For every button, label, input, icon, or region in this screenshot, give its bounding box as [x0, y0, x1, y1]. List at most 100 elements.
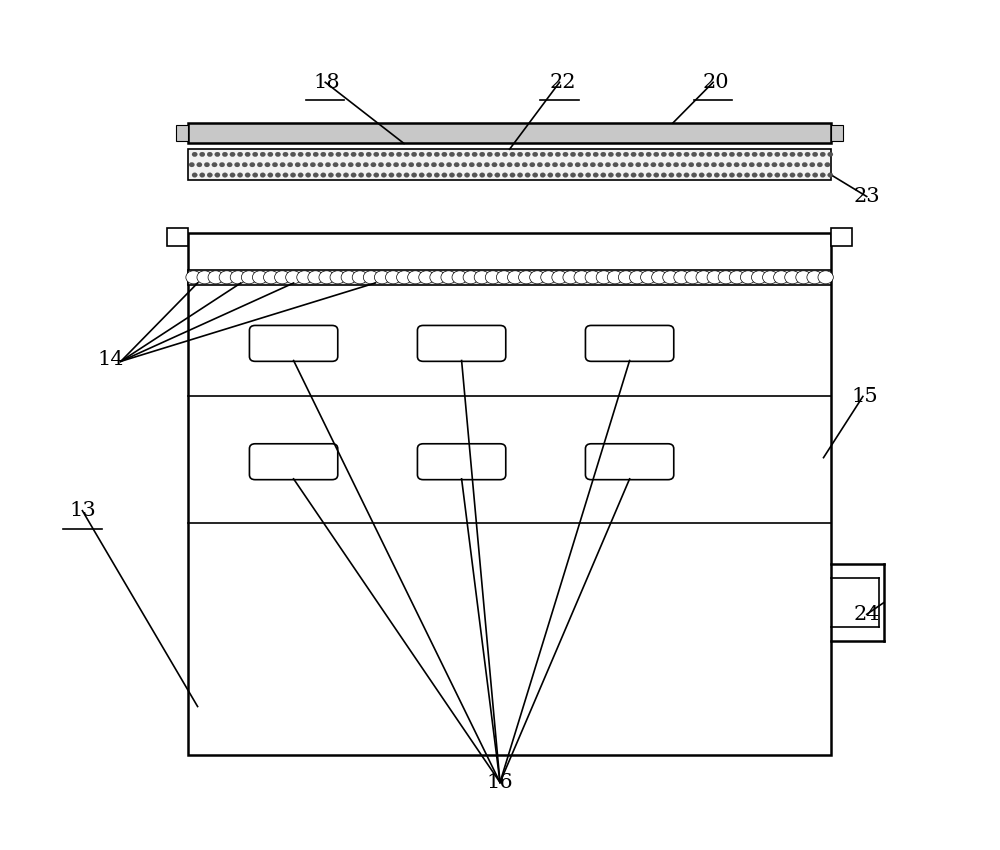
Circle shape	[487, 173, 492, 178]
Circle shape	[601, 173, 606, 178]
Circle shape	[275, 173, 281, 178]
Circle shape	[457, 173, 462, 178]
Circle shape	[628, 162, 633, 167]
Circle shape	[691, 152, 697, 156]
Circle shape	[222, 173, 228, 178]
Circle shape	[492, 162, 497, 167]
Circle shape	[525, 173, 530, 178]
Circle shape	[608, 152, 614, 156]
Circle shape	[818, 271, 833, 284]
Circle shape	[237, 152, 243, 156]
Circle shape	[340, 162, 346, 167]
Circle shape	[729, 152, 735, 156]
Circle shape	[215, 173, 220, 178]
Circle shape	[351, 173, 356, 178]
Text: 15: 15	[851, 387, 878, 406]
Circle shape	[197, 162, 202, 167]
Circle shape	[321, 173, 326, 178]
Circle shape	[638, 152, 644, 156]
Circle shape	[356, 162, 361, 167]
Circle shape	[484, 162, 490, 167]
Circle shape	[563, 271, 578, 284]
Circle shape	[605, 162, 611, 167]
Text: 24: 24	[853, 605, 880, 624]
Circle shape	[250, 162, 255, 167]
Circle shape	[457, 152, 462, 156]
Circle shape	[480, 173, 485, 178]
Circle shape	[740, 271, 756, 284]
Circle shape	[593, 173, 598, 178]
Circle shape	[663, 271, 678, 284]
Circle shape	[313, 152, 318, 156]
Circle shape	[563, 152, 568, 156]
Circle shape	[828, 152, 833, 156]
Circle shape	[502, 173, 508, 178]
Circle shape	[374, 173, 379, 178]
Text: 13: 13	[69, 502, 96, 520]
Circle shape	[760, 173, 765, 178]
Bar	[176, 125, 188, 141]
Circle shape	[424, 162, 429, 167]
Circle shape	[707, 271, 722, 284]
Circle shape	[237, 173, 243, 178]
Circle shape	[787, 162, 792, 167]
Circle shape	[230, 271, 246, 284]
Circle shape	[613, 162, 618, 167]
Circle shape	[381, 173, 387, 178]
Circle shape	[620, 162, 626, 167]
Circle shape	[389, 173, 394, 178]
Circle shape	[227, 162, 232, 167]
Circle shape	[351, 152, 356, 156]
Circle shape	[381, 152, 387, 156]
Circle shape	[578, 152, 583, 156]
Circle shape	[411, 173, 417, 178]
Circle shape	[654, 152, 659, 156]
Text: 18: 18	[314, 73, 341, 92]
Circle shape	[230, 173, 235, 178]
Circle shape	[737, 173, 742, 178]
Text: 14: 14	[98, 350, 125, 369]
Circle shape	[555, 173, 561, 178]
Circle shape	[782, 173, 788, 178]
Circle shape	[208, 271, 223, 284]
Circle shape	[286, 271, 301, 284]
Circle shape	[699, 173, 704, 178]
Circle shape	[260, 173, 265, 178]
Circle shape	[325, 162, 331, 167]
Circle shape	[197, 271, 212, 284]
Circle shape	[779, 162, 785, 167]
Circle shape	[393, 162, 399, 167]
Circle shape	[287, 162, 293, 167]
Circle shape	[371, 162, 376, 167]
Circle shape	[805, 152, 810, 156]
Circle shape	[200, 152, 205, 156]
Circle shape	[674, 271, 689, 284]
Circle shape	[676, 173, 682, 178]
Circle shape	[297, 271, 312, 284]
Circle shape	[646, 152, 651, 156]
Circle shape	[510, 152, 515, 156]
Circle shape	[396, 173, 402, 178]
Circle shape	[608, 173, 614, 178]
Bar	[167, 229, 188, 246]
Circle shape	[802, 162, 807, 167]
Circle shape	[797, 173, 803, 178]
Circle shape	[737, 152, 742, 156]
Circle shape	[442, 173, 447, 178]
Circle shape	[593, 152, 598, 156]
Circle shape	[828, 173, 833, 178]
Circle shape	[685, 271, 700, 284]
Circle shape	[257, 162, 263, 167]
Circle shape	[305, 173, 311, 178]
Circle shape	[574, 271, 589, 284]
Circle shape	[260, 152, 265, 156]
Circle shape	[386, 162, 391, 167]
Circle shape	[751, 271, 767, 284]
Circle shape	[319, 271, 334, 284]
Circle shape	[336, 152, 341, 156]
Circle shape	[707, 173, 712, 178]
Text: 16: 16	[487, 773, 513, 792]
Circle shape	[641, 271, 656, 284]
Circle shape	[336, 173, 341, 178]
Circle shape	[431, 162, 437, 167]
